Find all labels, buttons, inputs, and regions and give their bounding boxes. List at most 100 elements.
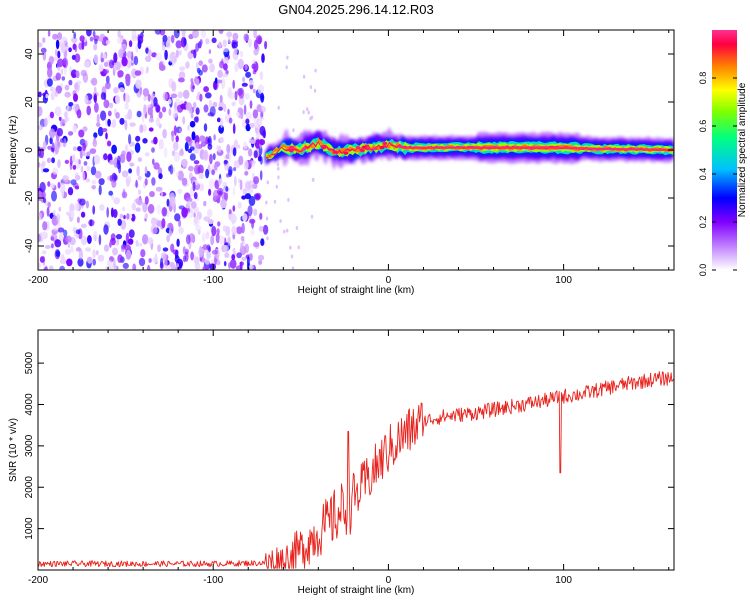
noise-speck — [80, 165, 84, 173]
noise-speck — [63, 118, 67, 124]
noise-speck — [117, 218, 122, 226]
noise-speck — [86, 105, 91, 116]
noise-speck — [121, 170, 129, 178]
noise-speck — [128, 133, 132, 145]
noise-speck — [257, 36, 262, 45]
noise-speck — [43, 197, 47, 204]
noise-speck — [61, 76, 66, 81]
snr-series-line — [38, 371, 674, 569]
spectrogram-ytick-label: -40 — [24, 238, 35, 253]
noise-speck — [109, 241, 112, 248]
noise-speck — [177, 91, 184, 99]
noise-speck — [223, 245, 229, 253]
noise-speck — [57, 50, 61, 59]
noise-speck — [245, 71, 252, 78]
noise-speck — [214, 180, 220, 190]
noise-speck — [204, 258, 210, 265]
noise-speck — [193, 212, 196, 218]
noise-speck — [216, 117, 221, 123]
noise-speck — [60, 36, 68, 45]
noise-speck — [78, 129, 85, 138]
snr-ytick-label: 3000 — [24, 434, 35, 457]
noise-speck — [56, 213, 61, 223]
noise-speck — [100, 92, 106, 100]
snr-xtick-label: 100 — [555, 575, 572, 586]
noise-speck — [69, 245, 74, 253]
noise-speck — [126, 151, 132, 162]
noise-speck — [236, 112, 240, 117]
noise-speck — [58, 116, 62, 121]
noise-speck — [220, 117, 224, 128]
noise-speck — [249, 122, 255, 128]
noise-speck — [72, 226, 76, 234]
noise-speck — [202, 265, 208, 270]
noise-speck — [239, 50, 244, 58]
noise-speck — [290, 254, 294, 259]
noise-speck — [199, 39, 203, 45]
noise-speck — [258, 259, 263, 265]
noise-speck — [64, 91, 71, 98]
noise-speck — [244, 64, 248, 71]
noise-speck — [133, 55, 139, 66]
noise-speck — [231, 41, 238, 49]
signal-knot — [382, 141, 388, 145]
noise-speck — [232, 186, 236, 196]
noise-speck — [228, 91, 235, 100]
signal-band — [265, 126, 674, 171]
noise-speck — [199, 93, 203, 102]
noise-speck — [158, 139, 164, 150]
noise-speck — [125, 73, 131, 82]
noise-speck — [285, 65, 288, 70]
noise-speck — [174, 213, 181, 222]
noise-speck — [124, 144, 129, 154]
noise-speck — [87, 256, 93, 264]
noise-speck — [50, 243, 54, 249]
snr-xtick-label: -100 — [203, 575, 223, 586]
noise-speck — [102, 53, 107, 60]
noise-speck — [230, 213, 237, 224]
noise-speck — [266, 180, 269, 185]
noise-speck — [245, 123, 251, 132]
noise-speck — [139, 124, 144, 133]
snr-ylabel: SNR (10 * v/v) — [8, 418, 19, 482]
noise-speck — [200, 30, 207, 38]
noise-speck — [117, 155, 121, 165]
noise-speck — [82, 171, 85, 181]
noise-speck — [38, 106, 43, 117]
noise-speck — [190, 112, 194, 119]
noise-speck — [260, 156, 263, 165]
noise-speck — [205, 231, 210, 240]
signal-knot — [288, 149, 294, 153]
noise-speck — [189, 146, 195, 151]
noise-speck — [273, 199, 277, 204]
noise-speck — [225, 186, 229, 192]
noise-speck — [239, 261, 243, 270]
noise-speck — [168, 52, 175, 63]
noise-speck — [194, 216, 198, 225]
noise-speck — [91, 179, 97, 185]
noise-speck — [75, 229, 81, 235]
signal-knot — [332, 150, 338, 154]
noise-speck — [107, 118, 111, 127]
noise-speck — [132, 263, 137, 270]
noise-speck — [217, 69, 223, 78]
noise-speck — [158, 173, 163, 180]
noise-speck — [124, 93, 130, 104]
noise-speck — [145, 55, 152, 63]
noise-speck — [156, 203, 161, 215]
noise-speck — [98, 65, 104, 72]
noise-speck — [83, 161, 88, 166]
colorbar-tick-label: 0.6 — [698, 120, 708, 133]
noise-speck — [148, 258, 152, 263]
noise-speck — [76, 216, 80, 223]
noise-speck — [208, 58, 213, 64]
noise-speck — [54, 90, 58, 98]
noise-speck — [89, 148, 97, 155]
noise-speck — [209, 153, 213, 165]
noise-speck — [190, 78, 194, 83]
noise-speck — [73, 32, 77, 39]
noise-speck — [181, 158, 188, 167]
signal-knot — [402, 145, 408, 149]
noise-speck — [117, 37, 123, 44]
noise-speck — [95, 250, 99, 256]
